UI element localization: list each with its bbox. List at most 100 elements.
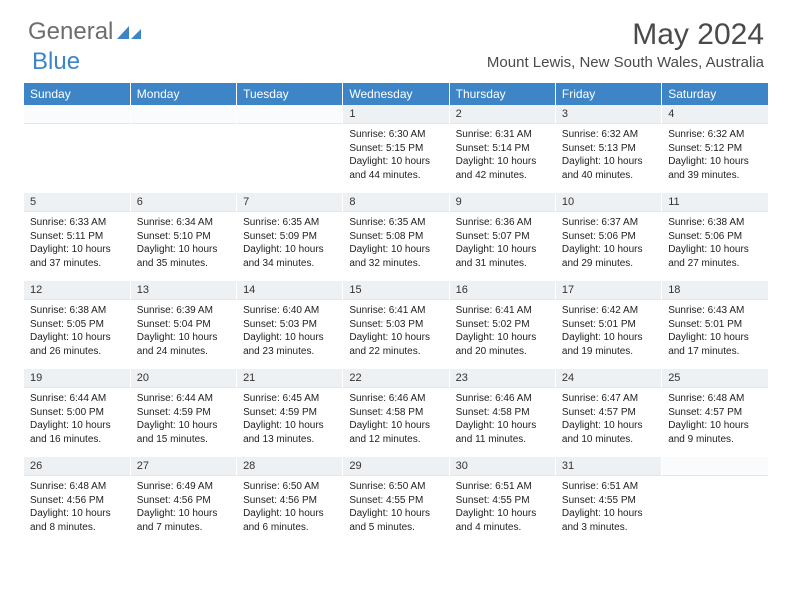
day-details: Sunrise: 6:49 AMSunset: 4:56 PMDaylight:… (131, 476, 236, 540)
calendar-day-cell: 6Sunrise: 6:34 AMSunset: 5:10 PMDaylight… (130, 193, 236, 281)
calendar-week-row: 1Sunrise: 6:30 AMSunset: 5:15 PMDaylight… (24, 105, 768, 193)
day-number: 31 (556, 457, 661, 476)
calendar-day-cell: 30Sunrise: 6:51 AMSunset: 4:55 PMDayligh… (449, 457, 555, 545)
day-number: 26 (24, 457, 130, 476)
day-number: 19 (24, 369, 130, 388)
day-details: Sunrise: 6:47 AMSunset: 4:57 PMDaylight:… (556, 388, 661, 452)
calendar-week-row: 5Sunrise: 6:33 AMSunset: 5:11 PMDaylight… (24, 193, 768, 281)
day-details: Sunrise: 6:46 AMSunset: 4:58 PMDaylight:… (343, 388, 448, 452)
calendar-day-cell: 19Sunrise: 6:44 AMSunset: 5:00 PMDayligh… (24, 369, 130, 457)
day-number: 12 (24, 281, 130, 300)
calendar-day-cell: 23Sunrise: 6:46 AMSunset: 4:58 PMDayligh… (449, 369, 555, 457)
day-number: 20 (131, 369, 236, 388)
logo-text-general: General (28, 18, 113, 46)
day-number: 27 (131, 457, 236, 476)
day-details: Sunrise: 6:38 AMSunset: 5:05 PMDaylight:… (24, 300, 130, 364)
logo-text-blue: Blue (32, 48, 80, 76)
day-details: Sunrise: 6:46 AMSunset: 4:58 PMDaylight:… (450, 388, 555, 452)
day-number: 1 (343, 105, 448, 124)
calendar-day-cell: 2Sunrise: 6:31 AMSunset: 5:14 PMDaylight… (449, 105, 555, 193)
calendar-day-cell: 3Sunrise: 6:32 AMSunset: 5:13 PMDaylight… (555, 105, 661, 193)
header: General May 2024 Mount Lewis, New South … (0, 0, 792, 75)
day-number: 21 (237, 369, 342, 388)
calendar-day-cell: 27Sunrise: 6:49 AMSunset: 4:56 PMDayligh… (130, 457, 236, 545)
day-details: Sunrise: 6:51 AMSunset: 4:55 PMDaylight:… (450, 476, 555, 540)
weekday-header: Thursday (449, 83, 555, 105)
day-number: 7 (237, 193, 342, 212)
day-number: 29 (343, 457, 448, 476)
calendar-week-row: 26Sunrise: 6:48 AMSunset: 4:56 PMDayligh… (24, 457, 768, 545)
day-details: Sunrise: 6:37 AMSunset: 5:06 PMDaylight:… (556, 212, 661, 276)
calendar-day-cell: 8Sunrise: 6:35 AMSunset: 5:08 PMDaylight… (343, 193, 449, 281)
day-details: Sunrise: 6:42 AMSunset: 5:01 PMDaylight:… (556, 300, 661, 364)
day-number: 14 (237, 281, 342, 300)
day-number: 25 (662, 369, 768, 388)
day-number: 10 (556, 193, 661, 212)
calendar-table: SundayMondayTuesdayWednesdayThursdayFrid… (24, 83, 768, 545)
calendar-day-cell (24, 105, 130, 193)
day-number: 4 (662, 105, 768, 124)
calendar-day-cell: 16Sunrise: 6:41 AMSunset: 5:02 PMDayligh… (449, 281, 555, 369)
calendar-day-cell: 7Sunrise: 6:35 AMSunset: 5:09 PMDaylight… (237, 193, 343, 281)
day-details: Sunrise: 6:31 AMSunset: 5:14 PMDaylight:… (450, 124, 555, 188)
calendar-day-cell: 18Sunrise: 6:43 AMSunset: 5:01 PMDayligh… (662, 281, 768, 369)
calendar-day-cell: 17Sunrise: 6:42 AMSunset: 5:01 PMDayligh… (555, 281, 661, 369)
calendar-header-row: SundayMondayTuesdayWednesdayThursdayFrid… (24, 83, 768, 105)
title-block: May 2024 Mount Lewis, New South Wales, A… (487, 18, 764, 71)
calendar-week-row: 19Sunrise: 6:44 AMSunset: 5:00 PMDayligh… (24, 369, 768, 457)
weekday-header: Friday (555, 83, 661, 105)
calendar-day-cell (662, 457, 768, 545)
calendar-day-cell: 11Sunrise: 6:38 AMSunset: 5:06 PMDayligh… (662, 193, 768, 281)
day-number: 9 (450, 193, 555, 212)
day-details: Sunrise: 6:36 AMSunset: 5:07 PMDaylight:… (450, 212, 555, 276)
day-details: Sunrise: 6:41 AMSunset: 5:02 PMDaylight:… (450, 300, 555, 364)
day-number (24, 105, 130, 124)
day-details: Sunrise: 6:48 AMSunset: 4:57 PMDaylight:… (662, 388, 768, 452)
calendar-day-cell: 21Sunrise: 6:45 AMSunset: 4:59 PMDayligh… (237, 369, 343, 457)
calendar-day-cell: 26Sunrise: 6:48 AMSunset: 4:56 PMDayligh… (24, 457, 130, 545)
day-number: 11 (662, 193, 768, 212)
calendar-day-cell: 31Sunrise: 6:51 AMSunset: 4:55 PMDayligh… (555, 457, 661, 545)
day-number: 15 (343, 281, 448, 300)
weekday-header: Wednesday (343, 83, 449, 105)
logo-sail-icon (115, 24, 143, 40)
calendar-day-cell: 5Sunrise: 6:33 AMSunset: 5:11 PMDaylight… (24, 193, 130, 281)
logo: General (28, 18, 145, 46)
day-number: 17 (556, 281, 661, 300)
day-details: Sunrise: 6:50 AMSunset: 4:55 PMDaylight:… (343, 476, 448, 540)
day-number: 3 (556, 105, 661, 124)
calendar-day-cell: 12Sunrise: 6:38 AMSunset: 5:05 PMDayligh… (24, 281, 130, 369)
day-details: Sunrise: 6:51 AMSunset: 4:55 PMDaylight:… (556, 476, 661, 540)
day-details: Sunrise: 6:32 AMSunset: 5:13 PMDaylight:… (556, 124, 661, 188)
calendar-day-cell (237, 105, 343, 193)
weekday-header: Tuesday (237, 83, 343, 105)
calendar-day-cell: 13Sunrise: 6:39 AMSunset: 5:04 PMDayligh… (130, 281, 236, 369)
day-number: 2 (450, 105, 555, 124)
day-details: Sunrise: 6:38 AMSunset: 5:06 PMDaylight:… (662, 212, 768, 276)
day-number: 22 (343, 369, 448, 388)
calendar-day-cell: 9Sunrise: 6:36 AMSunset: 5:07 PMDaylight… (449, 193, 555, 281)
day-details: Sunrise: 6:35 AMSunset: 5:08 PMDaylight:… (343, 212, 448, 276)
calendar-day-cell: 14Sunrise: 6:40 AMSunset: 5:03 PMDayligh… (237, 281, 343, 369)
day-details: Sunrise: 6:32 AMSunset: 5:12 PMDaylight:… (662, 124, 768, 188)
day-details: Sunrise: 6:39 AMSunset: 5:04 PMDaylight:… (131, 300, 236, 364)
day-details: Sunrise: 6:33 AMSunset: 5:11 PMDaylight:… (24, 212, 130, 276)
day-details: Sunrise: 6:41 AMSunset: 5:03 PMDaylight:… (343, 300, 448, 364)
day-number (237, 105, 342, 124)
calendar-day-cell: 22Sunrise: 6:46 AMSunset: 4:58 PMDayligh… (343, 369, 449, 457)
day-number: 28 (237, 457, 342, 476)
day-number (662, 457, 768, 476)
day-details: Sunrise: 6:44 AMSunset: 5:00 PMDaylight:… (24, 388, 130, 452)
day-details: Sunrise: 6:30 AMSunset: 5:15 PMDaylight:… (343, 124, 448, 188)
calendar-week-row: 12Sunrise: 6:38 AMSunset: 5:05 PMDayligh… (24, 281, 768, 369)
day-number: 5 (24, 193, 130, 212)
day-details: Sunrise: 6:35 AMSunset: 5:09 PMDaylight:… (237, 212, 342, 276)
calendar-day-cell: 28Sunrise: 6:50 AMSunset: 4:56 PMDayligh… (237, 457, 343, 545)
weekday-header: Monday (130, 83, 236, 105)
day-number: 16 (450, 281, 555, 300)
calendar-day-cell: 4Sunrise: 6:32 AMSunset: 5:12 PMDaylight… (662, 105, 768, 193)
day-details: Sunrise: 6:45 AMSunset: 4:59 PMDaylight:… (237, 388, 342, 452)
calendar-day-cell: 10Sunrise: 6:37 AMSunset: 5:06 PMDayligh… (555, 193, 661, 281)
calendar-body: 1Sunrise: 6:30 AMSunset: 5:15 PMDaylight… (24, 105, 768, 545)
day-number: 18 (662, 281, 768, 300)
